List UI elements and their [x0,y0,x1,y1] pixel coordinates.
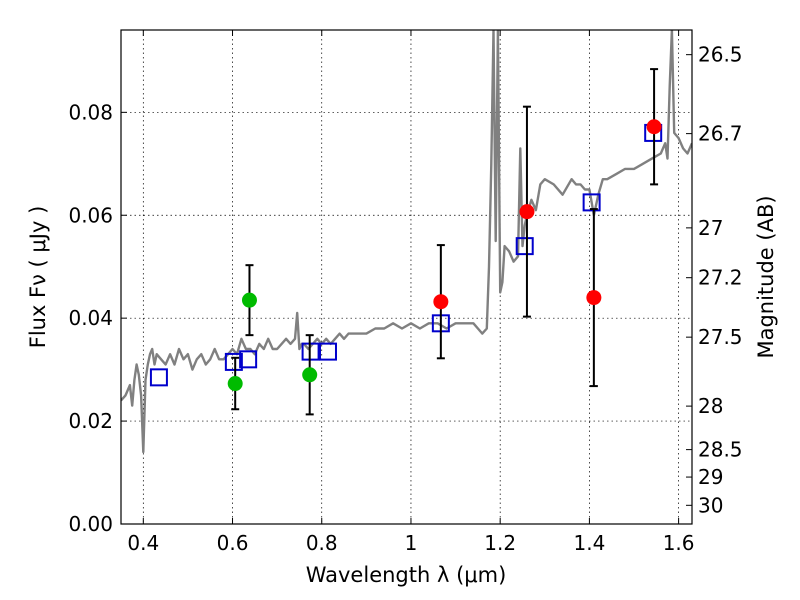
plot-frame [120,29,693,525]
model-point-square [515,237,534,256]
right-axis-label: Magnitude (AB) [754,195,778,358]
model-point-square [318,342,337,361]
right-tick-label: 27.5 [698,325,743,349]
y-tick-label: 0.04 [68,306,113,330]
observed-point [433,294,449,310]
observed-point [227,376,243,392]
y-tick-label: 0.06 [68,203,113,227]
observed-point [646,119,662,135]
right-tick-label: 26.5 [698,43,743,67]
data-layer [121,30,692,454]
observed-point [241,292,257,308]
model-point-square [149,368,168,387]
x-tick-label: 0.8 [306,531,338,555]
x-tick-label: 1.6 [663,531,695,555]
observed-point [519,204,535,220]
x-tick-label: 0.6 [217,531,249,555]
y-tick-label: 0.08 [68,100,113,124]
right-tick-label: 26.7 [698,122,743,146]
right-tick-label: 28.5 [698,438,743,462]
x-tick-label: 1.4 [573,531,605,555]
y-tick-label: 0.00 [68,512,113,536]
right-tick-label: 27 [698,216,723,240]
spectrum-line [121,30,692,454]
model-point-square [224,352,243,371]
model-point-square [239,350,258,369]
right-tick-label: 29 [698,465,723,489]
ticks: 0.4 0.6 0.8 1 1.2 1.4 1.6 0.00 0.02 0.04 0.06 0.08 2… [68,30,743,555]
grid [121,30,692,525]
observed-point [586,290,602,306]
right-tick-label: 27.2 [698,266,743,290]
x-axis-label: Wavelength λ (μm) [306,563,507,587]
x-tick-label: 0.4 [127,531,159,555]
observed-point [302,367,318,383]
y-axis-label: Flux Fν ( μJy ) [26,206,50,349]
x-tick-label: 1.2 [484,531,516,555]
y-tick-label: 0.02 [68,409,113,433]
x-tick-label: 1 [405,531,418,555]
model-point-square [582,193,601,212]
right-tick-label: 28 [698,394,723,418]
right-tick-label: 30 [698,493,723,517]
